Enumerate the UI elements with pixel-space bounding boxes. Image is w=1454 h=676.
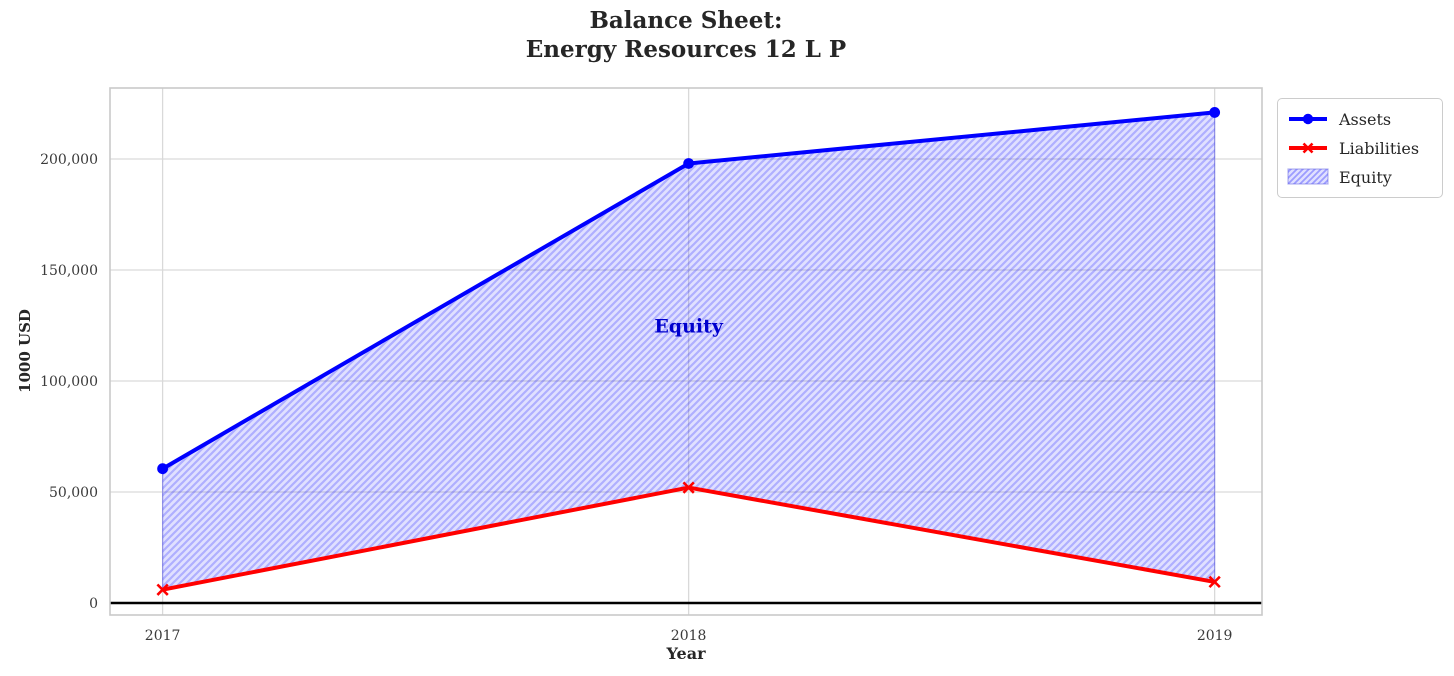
assets-marker <box>1209 107 1221 118</box>
equity-hatch-patch-icon <box>1287 168 1329 185</box>
assets-marker <box>157 463 169 475</box>
legend: Assets Liabilities Equity <box>1277 98 1443 198</box>
chart-title: Balance Sheet: Energy Resources 12 L P <box>110 6 1262 65</box>
plot-border <box>109 87 1263 616</box>
legend-label-assets: Assets <box>1339 109 1392 129</box>
legend-item-assets: Assets <box>1287 106 1432 132</box>
y-tick-label: 0 <box>89 596 98 612</box>
legend-label-equity: Equity <box>1339 167 1392 187</box>
legend-label-liabilities: Liabilities <box>1339 138 1420 158</box>
chart-title-line2: Energy Resources 12 L P <box>525 36 847 64</box>
x-tick-label: 2019 <box>1197 628 1233 644</box>
legend-item-equity: Equity <box>1287 164 1432 190</box>
equity-annotation: Equity <box>654 316 724 338</box>
y-tick-label: 100,000 <box>40 374 98 390</box>
assets-line-circle-icon <box>1289 113 1327 125</box>
y-axis-label: 1000 USD <box>16 309 34 393</box>
liabilities-marker <box>682 481 695 494</box>
y-tick-label: 50,000 <box>49 485 98 501</box>
legend-item-liabilities: Liabilities <box>1287 135 1432 161</box>
liabilities-marker <box>1208 575 1221 589</box>
x-tick-label: 2018 <box>671 628 707 644</box>
assets-marker <box>683 158 695 169</box>
chart-title-line1: Balance Sheet: <box>589 7 783 34</box>
y-tick-label: 200,000 <box>40 152 98 168</box>
liabilities-line-x-icon <box>1289 142 1327 154</box>
y-tick-label: 150,000 <box>40 263 98 279</box>
x-axis-label: Year <box>666 644 706 663</box>
x-tick-label: 2017 <box>145 628 181 644</box>
liabilities-marker <box>156 583 169 596</box>
